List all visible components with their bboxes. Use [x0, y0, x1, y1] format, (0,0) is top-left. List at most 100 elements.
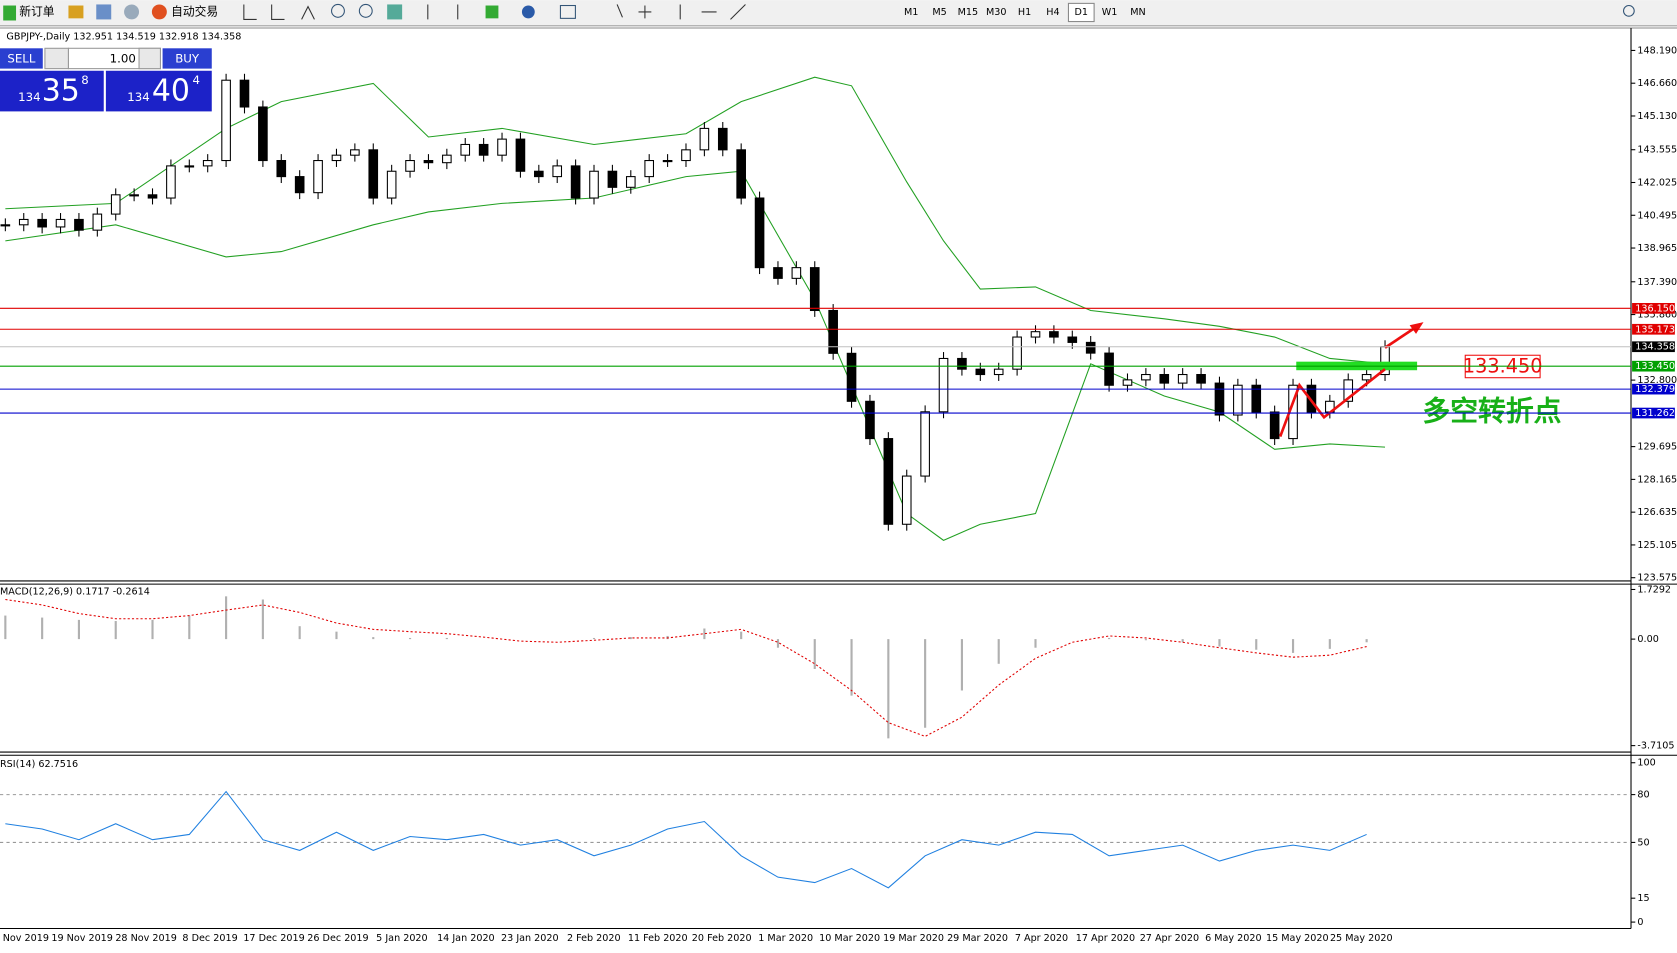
y-tick-label: 80 [1637, 790, 1649, 801]
x-tick-label: 10 Mar 2020 [819, 933, 880, 944]
y-tick-label: 128.165 [1637, 474, 1677, 485]
new-order-icon[interactable] [3, 5, 17, 21]
new-order[interactable]: 新订单 [19, 4, 54, 18]
level-box [1632, 383, 1675, 395]
lot-spinner[interactable] [44, 47, 69, 70]
level-box [1632, 360, 1675, 372]
buy-label[interactable]: BUY [175, 51, 200, 65]
ask-big[interactable]: 134 [127, 90, 149, 104]
buy-button[interactable] [162, 48, 212, 69]
timeframes: M1 M5 M15 M30 H1 H4 D1 W1 MN [904, 2, 1146, 23]
timeframe[interactable]: M5 [932, 7, 946, 18]
bid-big[interactable]: 134 [18, 90, 40, 104]
y-tick-label: 125.105 [1637, 540, 1677, 551]
x-tick-label: 28 Nov 2019 [115, 933, 177, 944]
candle-body [442, 154, 452, 164]
ask-box[interactable] [105, 70, 212, 112]
candle-body [644, 160, 655, 178]
candle-body [460, 143, 471, 156]
y-tick-label: 137.390 [1637, 277, 1677, 288]
search[interactable] [1622, 4, 1635, 17]
tool-icon[interactable] [96, 4, 112, 20]
bid-box[interactable] [0, 70, 104, 112]
x-tick-label: 27 Apr 2020 [1140, 933, 1199, 944]
ask-small[interactable]: 4 [193, 73, 200, 87]
candle-body [1196, 373, 1206, 384]
chart-type-icons[interactable] [243, 4, 315, 20]
candle-body [423, 160, 434, 164]
y-tick-label: 123.575 [1637, 573, 1677, 584]
candle-body [1067, 336, 1078, 343]
timeframe[interactable]: D1 [1075, 7, 1089, 18]
candle-body [0, 224, 11, 227]
level-box [1632, 302, 1675, 314]
x-tick-label: 15 May 2020 [1266, 933, 1329, 944]
lot-value[interactable]: 1.00 [110, 51, 136, 65]
chart-title: GBPJPY-,Daily 132.951 134.519 132.918 13… [6, 32, 241, 43]
candle-body [754, 197, 765, 269]
active-timeframe [1067, 2, 1095, 23]
timeframe[interactable]: M30 [986, 7, 1007, 18]
tile[interactable] [387, 4, 403, 20]
indicators[interactable] [485, 5, 499, 19]
tool-icon[interactable] [124, 4, 140, 20]
level-box [1632, 341, 1675, 353]
candle-body [736, 149, 746, 199]
candle-body [331, 154, 342, 162]
x-tick-label: 17 Dec 2019 [243, 933, 304, 944]
candle-body [1343, 379, 1354, 402]
lot-spinner[interactable] [138, 47, 161, 70]
zoom-out[interactable] [358, 3, 373, 18]
auto-trading-icon[interactable] [151, 4, 167, 20]
candle-body [920, 411, 930, 477]
tool-icon[interactable] [68, 5, 84, 19]
candle-body [497, 138, 507, 156]
y-tick-label: 1.7292 [1637, 584, 1671, 595]
level-label: 132.379 [1635, 384, 1675, 395]
y-tick-label: 145.130 [1637, 111, 1677, 122]
candle-body [809, 267, 820, 312]
candle-body [865, 400, 875, 440]
templates[interactable] [559, 4, 576, 19]
timeframe[interactable]: MN [1130, 7, 1145, 18]
candle-body [147, 194, 158, 199]
candle-body [828, 309, 838, 354]
x-tick-label: 8 Dec 2019 [182, 933, 237, 944]
ask-main[interactable]: 40 [152, 74, 190, 109]
auto-trading[interactable]: 自动交易 [171, 4, 218, 18]
y-tick-label: 146.660 [1637, 78, 1677, 89]
candle-body [662, 160, 673, 163]
timeframe[interactable]: H4 [1046, 7, 1059, 18]
timeframe[interactable]: M15 [958, 7, 979, 18]
rsi-label: RSI(14) 62.7516 [0, 759, 78, 770]
bid-small[interactable]: 8 [81, 73, 88, 87]
zoom-in[interactable] [331, 3, 345, 18]
candle-body [386, 170, 397, 199]
candle-body [166, 165, 176, 199]
y-tick-label: 15 [1637, 893, 1649, 904]
candle-body [975, 368, 986, 376]
periods[interactable] [521, 5, 535, 19]
y-tick-label: 0.00 [1637, 634, 1658, 645]
timeframe[interactable]: W1 [1102, 7, 1118, 18]
y-tick-label: 0 [1637, 917, 1643, 928]
candle-body [1361, 373, 1372, 381]
timeframe[interactable]: H1 [1018, 7, 1031, 18]
timeframe[interactable]: M1 [904, 7, 918, 18]
candle-body [681, 149, 691, 162]
candle-body [773, 267, 783, 279]
bid-main[interactable]: 35 [42, 74, 80, 109]
candle-body [74, 218, 84, 231]
x-tick-label: 5 Jan 2020 [376, 933, 428, 944]
sell-label[interactable]: SELL [7, 51, 35, 65]
x-tick-label: 26 Dec 2019 [307, 933, 368, 944]
sell-button[interactable] [0, 48, 43, 69]
candle-body [313, 160, 323, 194]
candle-body [37, 218, 47, 228]
candle-body [570, 165, 581, 199]
candle-body [1122, 379, 1133, 386]
draw-tools[interactable] [427, 4, 746, 20]
macd-label: MACD(12,26,9) 0.1717 -0.2614 [0, 587, 150, 598]
candle-body [129, 194, 139, 197]
